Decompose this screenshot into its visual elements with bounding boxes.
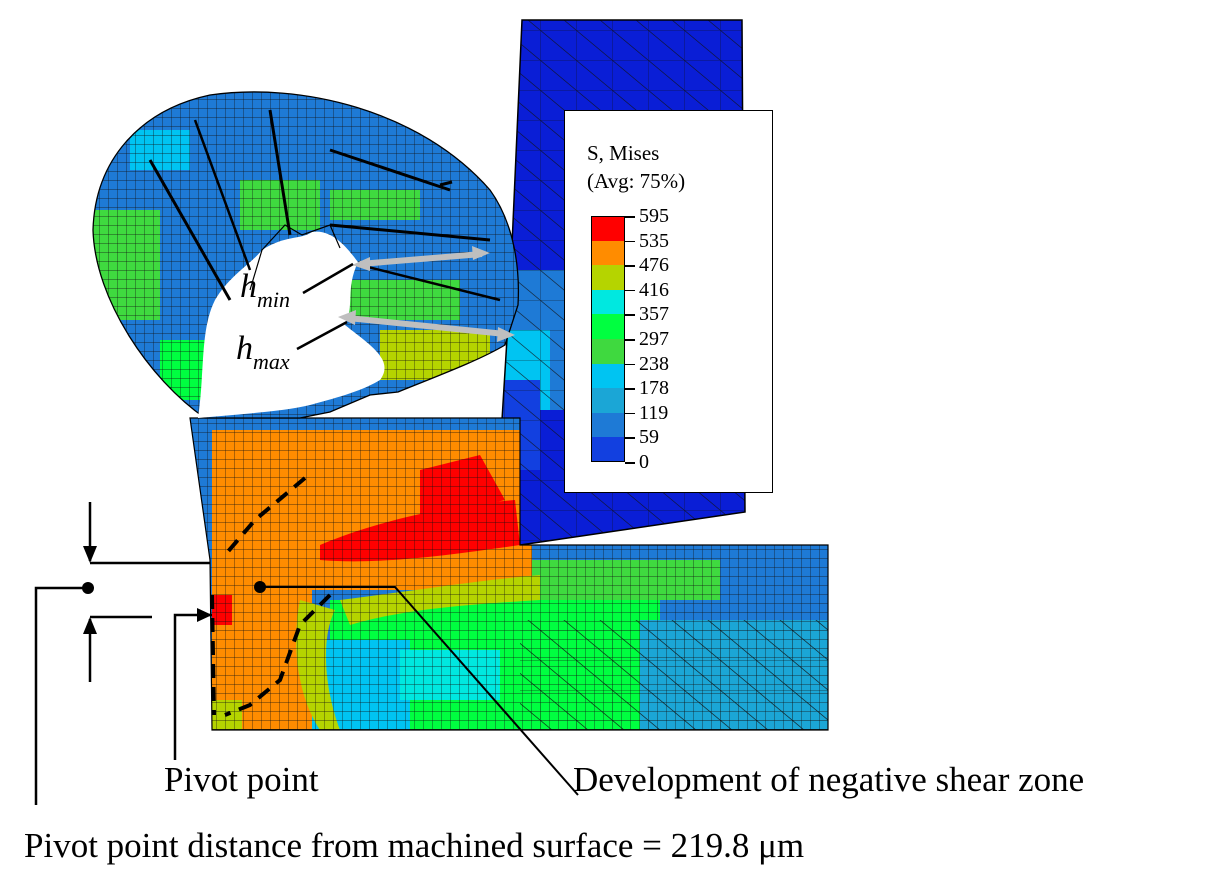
legend-value: 535: [639, 229, 669, 252]
stress-legend: S, Mises (Avg: 75%) 595 535 476 416 357 297 23…: [564, 110, 773, 493]
legend-title: S, Mises: [587, 141, 660, 165]
legend-tick: [625, 412, 635, 415]
legend-tick: [625, 388, 635, 390]
chip: [92, 91, 520, 419]
legend-value: 178: [639, 377, 669, 400]
legend-value: 119: [639, 401, 669, 424]
h-max-label: hmax: [236, 330, 290, 374]
legend-scale-outline: [591, 216, 625, 462]
shear-zone-boundary-right: [224, 593, 332, 717]
legend-tick: [625, 314, 635, 316]
legend-value: 476: [639, 254, 669, 277]
legend-subtitle: (Avg: 75%): [587, 169, 686, 193]
pivot-distance-leader: [34, 586, 84, 805]
legend-value: 357: [639, 303, 669, 326]
h-min-arrow: [352, 246, 490, 271]
legend-tick: [625, 339, 635, 341]
legend-swatch: [591, 388, 625, 413]
legend-swatch: [591, 363, 625, 389]
legend-swatch: [591, 314, 625, 339]
legend-tick: [625, 216, 635, 218]
h-min-leader: [302, 262, 354, 295]
legend-value: 416: [639, 278, 669, 301]
legend-tick: [625, 363, 635, 366]
legend-value: 59: [639, 426, 659, 449]
legend-tick: [625, 462, 635, 464]
legend-tick: [625, 240, 635, 243]
pivot-point-label: Pivot point: [164, 760, 319, 799]
legend-swatch: [591, 339, 625, 364]
shear-zone-leader: [260, 586, 579, 796]
h-min-label: hmin: [240, 268, 290, 312]
legend-tick: [625, 265, 635, 267]
h-max-arrow: [338, 310, 515, 342]
pivot-point-leader: [173, 613, 212, 760]
legend-swatch: [591, 289, 625, 315]
legend-value: 297: [639, 328, 669, 350]
pivot-distance-label: Pivot point distance from machined surfa…: [24, 826, 805, 865]
legend-value: 595: [639, 205, 669, 227]
legend-swatch: [591, 265, 625, 290]
shear-zone-boundary-left: [210, 476, 307, 716]
legend-tick: [625, 289, 635, 292]
dimension-arrow-down: [83, 546, 97, 563]
h-max-leader: [296, 320, 348, 351]
shear-zone-label: Development of negative shear zone: [573, 760, 1085, 799]
dimension-arrow-up: [83, 617, 97, 634]
legend-swatch: [591, 216, 625, 241]
legend-tick: [625, 437, 635, 439]
legend-value: 0: [639, 451, 649, 473]
legend-value: 238: [639, 352, 669, 375]
legend-swatch: [591, 240, 625, 266]
dimension-pivot-marker: [82, 582, 94, 594]
legend-swatch: [591, 437, 625, 462]
legend-swatch: [591, 412, 625, 438]
